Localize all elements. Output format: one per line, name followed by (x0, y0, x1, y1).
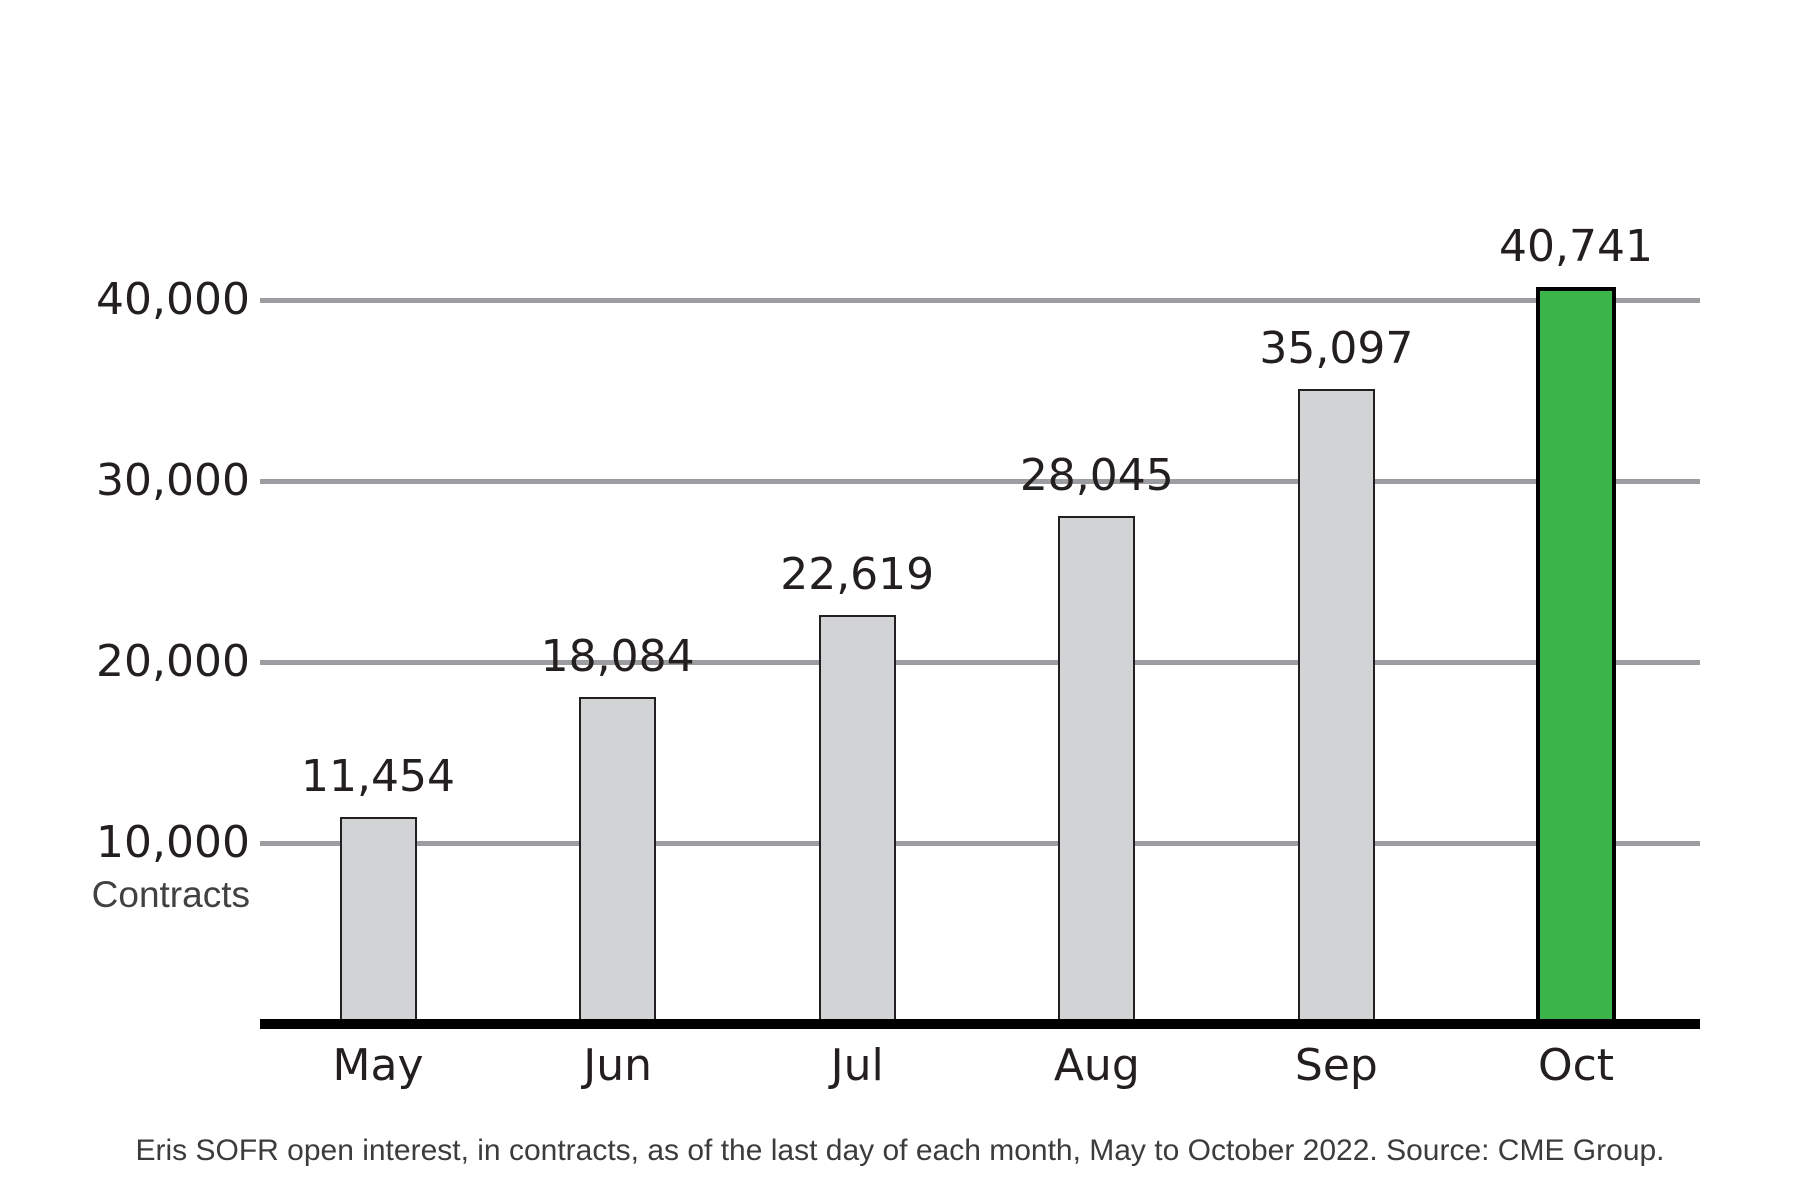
gridline (260, 478, 1700, 484)
x-axis-label-aug: Aug (1053, 1040, 1140, 1091)
bar-aug (1058, 516, 1136, 1024)
bar-value-label: 28,045 (1019, 450, 1174, 502)
chart-caption: Eris SOFR open interest, in contracts, a… (135, 1134, 1665, 1167)
x-axis-label-oct: Oct (1537, 1040, 1615, 1091)
x-axis-label-jun: Jun (583, 1040, 652, 1091)
ytick-label: 40,000 (96, 274, 250, 325)
bar-value-label: 40,741 (1499, 220, 1653, 272)
ytick-label: 20,000 (96, 636, 250, 687)
bar-may (339, 816, 417, 1024)
gridline (260, 659, 1700, 665)
x-axis-label-may: May (332, 1040, 424, 1091)
gridline (260, 297, 1700, 303)
bar-jun (579, 696, 657, 1024)
bar-value-label: 11,454 (301, 750, 455, 802)
gridline (260, 840, 1700, 846)
ytick-label: 10,000 (96, 817, 250, 868)
bar-sep (1297, 388, 1375, 1024)
bar-value-label: 18,084 (540, 630, 695, 682)
bar-value-label: 22,619 (780, 548, 935, 600)
x-axis-label-jul: Jul (830, 1040, 884, 1091)
bar-oct (1536, 286, 1616, 1024)
bar-jul (818, 614, 896, 1024)
bar-value-label: 35,097 (1259, 322, 1414, 374)
x-axis-label-sep: Sep (1294, 1040, 1378, 1091)
ytick-label: 30,000 (96, 455, 250, 506)
y-axis-unit-label: Contracts (91, 874, 250, 915)
x-axis-line (260, 1019, 1700, 1029)
